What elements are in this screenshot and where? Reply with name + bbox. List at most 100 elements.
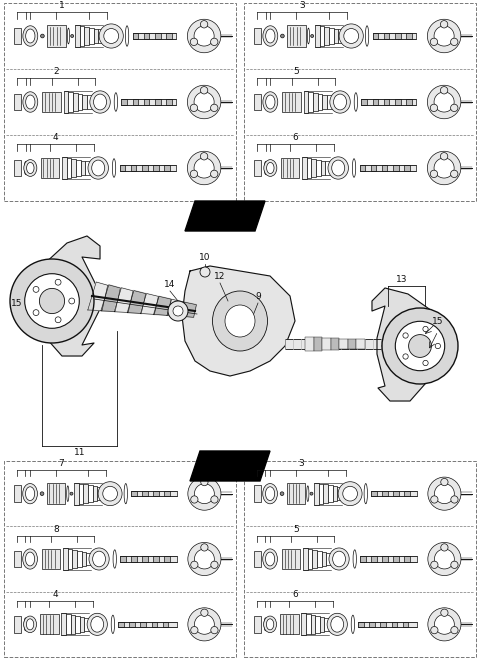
- FancyBboxPatch shape: [83, 95, 87, 110]
- FancyBboxPatch shape: [40, 158, 59, 178]
- Ellipse shape: [264, 616, 276, 633]
- Circle shape: [344, 28, 359, 44]
- FancyBboxPatch shape: [348, 339, 357, 349]
- FancyBboxPatch shape: [13, 94, 21, 110]
- FancyBboxPatch shape: [280, 158, 299, 178]
- FancyBboxPatch shape: [392, 622, 397, 627]
- Polygon shape: [190, 451, 270, 481]
- FancyBboxPatch shape: [47, 483, 65, 504]
- Circle shape: [451, 38, 458, 46]
- FancyBboxPatch shape: [372, 491, 377, 496]
- FancyBboxPatch shape: [80, 617, 84, 632]
- Text: 9: 9: [255, 292, 261, 301]
- Ellipse shape: [307, 486, 309, 502]
- FancyBboxPatch shape: [144, 99, 149, 104]
- Ellipse shape: [26, 163, 34, 174]
- Circle shape: [211, 561, 218, 568]
- FancyBboxPatch shape: [120, 557, 177, 562]
- FancyBboxPatch shape: [405, 557, 410, 562]
- Polygon shape: [88, 282, 108, 311]
- FancyBboxPatch shape: [320, 26, 324, 46]
- Text: 3: 3: [299, 1, 305, 11]
- Circle shape: [431, 561, 438, 568]
- FancyBboxPatch shape: [395, 99, 400, 104]
- FancyBboxPatch shape: [79, 484, 84, 504]
- Ellipse shape: [24, 95, 27, 108]
- Circle shape: [441, 479, 448, 486]
- Ellipse shape: [263, 484, 277, 504]
- Ellipse shape: [264, 487, 267, 500]
- Circle shape: [191, 561, 198, 568]
- Ellipse shape: [88, 157, 108, 179]
- Ellipse shape: [112, 159, 116, 177]
- FancyBboxPatch shape: [153, 491, 159, 496]
- Ellipse shape: [344, 485, 347, 502]
- FancyBboxPatch shape: [89, 28, 94, 44]
- Ellipse shape: [23, 26, 38, 46]
- FancyBboxPatch shape: [307, 158, 311, 178]
- Ellipse shape: [330, 91, 350, 113]
- FancyBboxPatch shape: [320, 617, 324, 632]
- Ellipse shape: [265, 95, 275, 109]
- Circle shape: [33, 309, 39, 315]
- FancyBboxPatch shape: [308, 549, 312, 569]
- FancyBboxPatch shape: [94, 28, 98, 44]
- FancyBboxPatch shape: [86, 553, 91, 565]
- Ellipse shape: [265, 486, 275, 500]
- FancyBboxPatch shape: [324, 485, 328, 503]
- FancyBboxPatch shape: [253, 159, 261, 176]
- FancyBboxPatch shape: [339, 338, 348, 350]
- Circle shape: [434, 549, 455, 569]
- Circle shape: [201, 87, 208, 94]
- Ellipse shape: [365, 26, 369, 46]
- FancyBboxPatch shape: [313, 337, 322, 350]
- FancyBboxPatch shape: [406, 34, 412, 38]
- FancyBboxPatch shape: [327, 95, 332, 108]
- Circle shape: [24, 274, 79, 329]
- Circle shape: [187, 151, 221, 184]
- Text: 6: 6: [292, 134, 298, 142]
- FancyBboxPatch shape: [132, 34, 138, 38]
- FancyBboxPatch shape: [78, 94, 83, 110]
- Text: 3: 3: [299, 459, 304, 469]
- FancyBboxPatch shape: [131, 491, 177, 496]
- Ellipse shape: [264, 161, 267, 175]
- Circle shape: [343, 486, 358, 501]
- Text: 5: 5: [293, 67, 299, 77]
- FancyBboxPatch shape: [371, 165, 376, 171]
- FancyBboxPatch shape: [84, 618, 89, 631]
- FancyBboxPatch shape: [372, 557, 377, 562]
- Circle shape: [10, 259, 94, 343]
- Circle shape: [211, 104, 218, 112]
- Ellipse shape: [333, 551, 336, 567]
- Ellipse shape: [24, 30, 27, 42]
- FancyBboxPatch shape: [64, 91, 69, 113]
- FancyBboxPatch shape: [142, 165, 147, 171]
- Circle shape: [200, 267, 210, 277]
- FancyBboxPatch shape: [121, 99, 127, 104]
- Circle shape: [99, 24, 123, 48]
- Ellipse shape: [351, 615, 355, 633]
- Ellipse shape: [25, 552, 35, 566]
- FancyBboxPatch shape: [120, 557, 126, 562]
- FancyBboxPatch shape: [372, 34, 416, 38]
- FancyBboxPatch shape: [360, 557, 417, 562]
- Ellipse shape: [265, 552, 275, 566]
- Circle shape: [194, 549, 215, 569]
- FancyBboxPatch shape: [63, 548, 68, 570]
- Circle shape: [311, 34, 313, 38]
- FancyBboxPatch shape: [71, 159, 76, 177]
- Ellipse shape: [89, 548, 109, 570]
- FancyBboxPatch shape: [62, 157, 67, 179]
- Circle shape: [55, 317, 61, 323]
- Circle shape: [430, 170, 438, 178]
- Circle shape: [188, 477, 221, 510]
- Circle shape: [211, 496, 218, 503]
- Circle shape: [103, 486, 118, 501]
- FancyBboxPatch shape: [326, 553, 331, 565]
- FancyBboxPatch shape: [131, 491, 137, 496]
- FancyBboxPatch shape: [155, 34, 160, 38]
- Circle shape: [428, 607, 461, 641]
- FancyBboxPatch shape: [61, 613, 66, 635]
- FancyBboxPatch shape: [285, 339, 395, 349]
